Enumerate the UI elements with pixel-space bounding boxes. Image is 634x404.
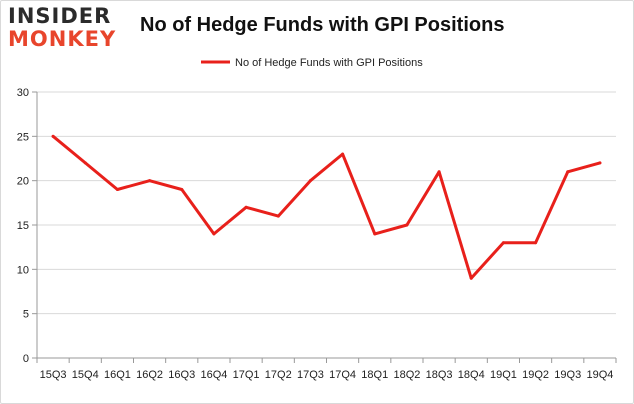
data-point [51, 134, 55, 138]
data-point [308, 179, 312, 183]
data-point [341, 152, 345, 156]
x-tick-label: 18Q4 [458, 369, 485, 381]
insider-monkey-logo: INSIDER MONKEY [8, 6, 116, 50]
data-point [566, 170, 570, 174]
data-point [501, 241, 505, 245]
chart-title: No of Hedge Funds with GPI Positions [140, 14, 505, 36]
y-tick-label: 0 [23, 353, 29, 365]
y-tick-label: 5 [23, 309, 29, 321]
y-tick-label: 30 [17, 87, 29, 99]
x-tick-label: 19Q3 [554, 369, 581, 381]
data-point [276, 214, 280, 218]
logo-line2: MONKEY [8, 27, 117, 51]
x-tick-label: 17Q4 [329, 369, 356, 381]
data-point [405, 223, 409, 227]
data-point [212, 232, 216, 236]
series-layer [51, 134, 602, 280]
x-tick-label: 18Q3 [426, 369, 453, 381]
x-tick-label: 19Q2 [522, 369, 549, 381]
x-tick-label: 15Q4 [72, 369, 99, 381]
x-tick-label: 19Q4 [586, 369, 613, 381]
data-point [83, 161, 87, 165]
data-point [534, 241, 538, 245]
x-tick-label: 19Q1 [490, 369, 517, 381]
data-point [598, 161, 602, 165]
y-tick-label: 15 [17, 220, 29, 232]
series-line [51, 134, 602, 280]
x-tick-label: 18Q1 [361, 369, 388, 381]
y-tick-label: 10 [17, 264, 29, 276]
data-point [244, 205, 248, 209]
x-tick-label: 18Q2 [393, 369, 420, 381]
x-tick-label: 16Q3 [168, 369, 195, 381]
data-point [373, 232, 377, 236]
gridlines [37, 91, 616, 359]
data-point [180, 188, 184, 192]
legend: No of Hedge Funds with GPI Positions [201, 57, 423, 69]
x-tick-label: 17Q3 [297, 369, 324, 381]
y-tick-label: 20 [17, 176, 29, 188]
data-point [148, 179, 152, 183]
y-axis: 0 5 10 15 20 25 30 [17, 87, 38, 365]
x-tick-label: 17Q2 [265, 369, 292, 381]
x-tick-label: 16Q1 [104, 369, 131, 381]
x-axis: 15Q3 15Q4 16Q1 16Q2 16Q3 16Q4 17Q1 17Q2 17Q3 17Q4… [36, 357, 617, 381]
x-tick-label: 15Q3 [40, 369, 67, 381]
legend-label: No of Hedge Funds with GPI Positions [235, 57, 423, 69]
data-point [469, 276, 473, 280]
y-tick-label: 25 [17, 131, 29, 143]
x-tick-label: 16Q4 [200, 369, 227, 381]
x-tick-label: 17Q1 [233, 369, 260, 381]
x-tick-label: 16Q2 [136, 369, 163, 381]
data-point [437, 170, 441, 174]
data-point [115, 188, 119, 192]
logo-line1: INSIDER [8, 4, 112, 28]
